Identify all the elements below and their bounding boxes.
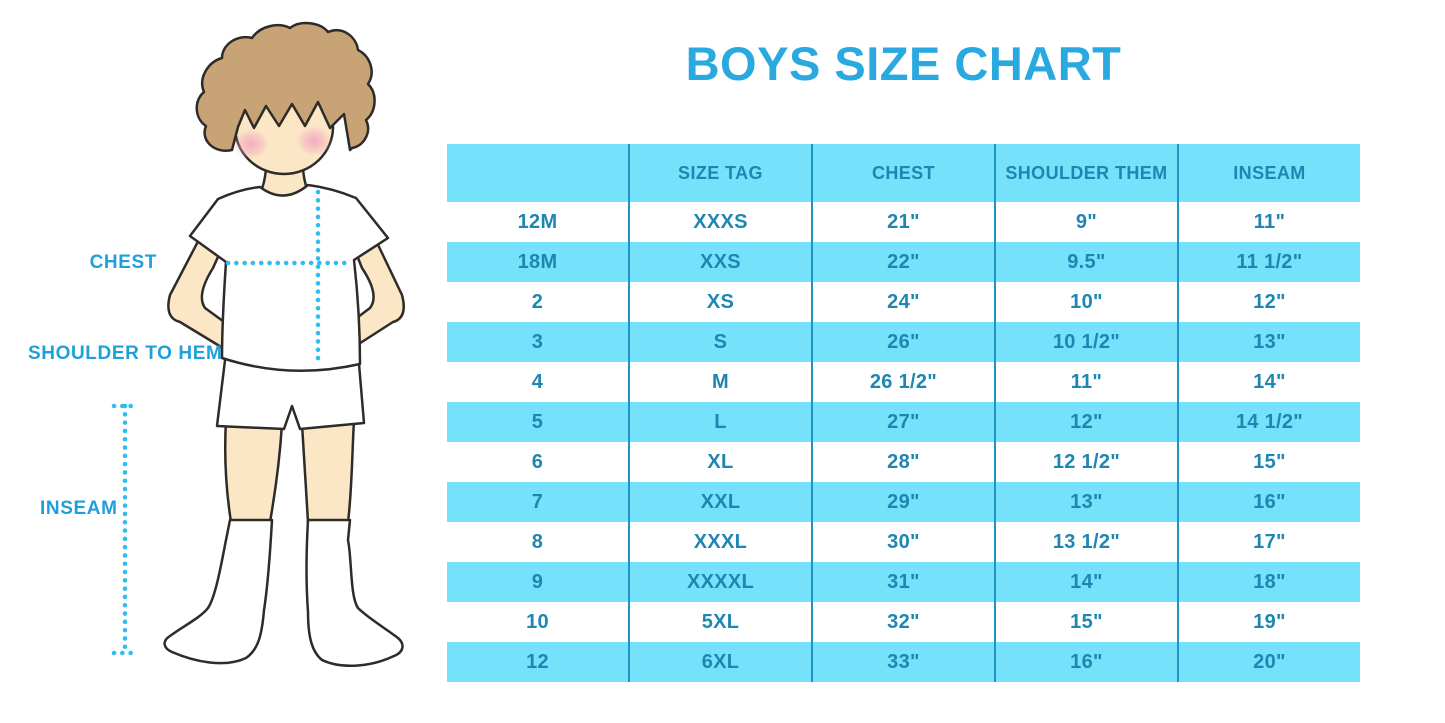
- measurement-cell: XS: [628, 282, 812, 322]
- boy-left-leg: [223, 418, 284, 524]
- size-label-cell: 6: [531, 450, 544, 473]
- measurement-cell: 11": [1176, 202, 1360, 242]
- measurement-cell: 5XL: [628, 602, 812, 642]
- measurement-cell: 13": [993, 482, 1178, 522]
- size-label-cell: 3: [447, 322, 629, 362]
- measurement-cell: XXS: [628, 242, 812, 282]
- measurement-cell: 12 1/2": [993, 442, 1178, 482]
- measurement-cell: 14": [993, 562, 1178, 602]
- size-label-cell: 12: [447, 642, 629, 682]
- boy-right-leg: [300, 418, 356, 524]
- measurement-cell: 28": [810, 442, 995, 482]
- measurement-cell: 15": [1176, 442, 1360, 482]
- measurement-cell: 6XL: [628, 642, 812, 682]
- measurement-cell: 33": [810, 642, 995, 682]
- header-cell-shoulder: SHOULDER THEM: [993, 144, 1178, 202]
- size-label-cell: 9: [447, 562, 629, 602]
- size-label-cell: 18M: [447, 242, 629, 282]
- measurement-cell: 13 1/2": [993, 522, 1178, 562]
- measurement-cell: 13": [1176, 322, 1360, 362]
- right-cheek-blush: [296, 126, 332, 156]
- measurement-cell: 14 1/2": [1176, 402, 1360, 442]
- header-cell-chest: CHEST: [810, 144, 995, 202]
- measurement-cell: 14": [1176, 362, 1360, 402]
- measurement-cell: 11": [993, 362, 1178, 402]
- measurement-cell: 31": [810, 562, 995, 602]
- size-label-cell: 7: [447, 482, 629, 522]
- boy-right-sock: [305, 518, 404, 667]
- measurement-cell: XXXL: [628, 522, 812, 562]
- header-cell-inseam: INSEAM: [1176, 144, 1360, 202]
- measurement-cell: 12": [1176, 282, 1360, 322]
- size-label-cell: 2: [531, 290, 544, 313]
- measurement-cell: 16": [993, 642, 1178, 682]
- boy-tshirt: [188, 183, 390, 372]
- table-row: 4 M 26 1/2" 11" 14": [447, 362, 1360, 402]
- table-row: 6 XL 28" 12 1/2" 15": [447, 442, 1360, 482]
- table-row: 12 6XL 33" 16" 20": [447, 642, 1360, 682]
- measurement-cell: 19": [1176, 602, 1360, 642]
- measurement-cell: 21": [810, 202, 995, 242]
- measurement-cell: 27": [810, 402, 995, 442]
- measurement-cell: 10 1/2": [993, 322, 1178, 362]
- table-row: 9 XXXXL 31" 14" 18": [447, 562, 1360, 602]
- measurement-cell: 20": [1176, 642, 1360, 682]
- measurement-cell: S: [628, 322, 812, 362]
- measurement-cell: 18": [1176, 562, 1360, 602]
- measurement-cell: 32": [810, 602, 995, 642]
- measurement-cell: 24": [810, 282, 995, 322]
- boy-measurement-illustration: CHEST SHOULDER TO HEM INSEAM: [28, 21, 405, 667]
- measurement-cell: 11 1/2": [1176, 242, 1360, 282]
- shoulder-to-hem-label: SHOULDER TO HEM: [28, 343, 222, 364]
- size-label-cell: 12M: [517, 210, 558, 233]
- header-cell-size-tag: SIZE TAG: [628, 144, 812, 202]
- measurement-cell: 15": [993, 602, 1178, 642]
- header-row: SIZE TAG CHEST SHOULDER THEM INSEAM: [447, 144, 1360, 202]
- size-label-cell: 8: [531, 530, 544, 553]
- measurement-cell: 10": [993, 282, 1178, 322]
- measurement-cell: L: [628, 402, 812, 442]
- measurement-cell: XXXS: [628, 202, 812, 242]
- size-label-cell: 10: [526, 610, 549, 633]
- measurement-cell: XXXXL: [628, 562, 812, 602]
- table-row: 5 L 27" 12" 14 1/2": [447, 402, 1360, 442]
- measurement-cell: XL: [628, 442, 812, 482]
- boy-hair: [195, 21, 376, 152]
- header-cell-blank: [447, 144, 629, 202]
- measurement-cell: 29": [810, 482, 995, 522]
- measurement-cell: 16": [1176, 482, 1360, 522]
- measurement-cell: 26": [810, 322, 995, 362]
- boy-left-sock: [163, 518, 274, 665]
- size-label-cell: 5: [447, 402, 629, 442]
- table-row: 12M XXXS 21" 9" 11": [447, 202, 1360, 242]
- table-row: 7 XXL 29" 13" 16": [447, 482, 1360, 522]
- measurement-cell: 22": [810, 242, 995, 282]
- measurement-cell: 9": [993, 202, 1178, 242]
- table-body: 12M XXXS 21" 9" 11" 18M XXS 22" 9.5" 11 1/2" 2 XS 24…: [447, 202, 1360, 682]
- inseam-label: INSEAM: [40, 498, 118, 519]
- measurement-cell: M: [628, 362, 812, 402]
- table-row: 2 XS 24" 10" 12": [447, 282, 1360, 322]
- chest-label: CHEST: [90, 252, 157, 273]
- table-row: 3 S 26" 10 1/2" 13": [447, 322, 1360, 362]
- size-chart-table: SIZE TAG CHEST SHOULDER THEM INSEAM 12M X…: [447, 144, 1360, 682]
- measurement-cell: 12": [993, 402, 1178, 442]
- measurement-cell: 30": [810, 522, 995, 562]
- table-row: 10 5XL 32" 15" 19": [447, 602, 1360, 642]
- size-label-cell: 4: [531, 370, 544, 393]
- measurement-cell: XXL: [628, 482, 812, 522]
- measurement-cell: 17": [1176, 522, 1360, 562]
- left-cheek-blush: [233, 129, 269, 159]
- table-row: 18M XXS 22" 9.5" 11 1/2": [447, 242, 1360, 282]
- measurement-cell: 9.5": [993, 242, 1178, 282]
- measurement-cell: 26 1/2": [810, 362, 995, 402]
- table-row: 8 XXXL 30" 13 1/2" 17": [447, 522, 1360, 562]
- page-title: BOYS SIZE CHART: [685, 37, 1122, 90]
